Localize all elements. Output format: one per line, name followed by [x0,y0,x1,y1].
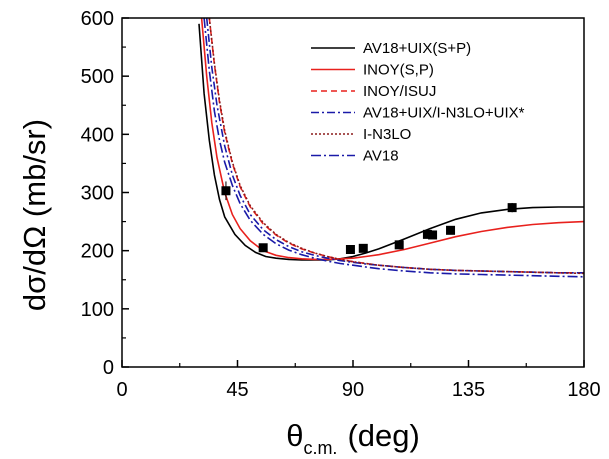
data-point-8 [507,203,517,213]
x-tick-label-4: 180 [567,379,600,401]
y-tick-label-0: 0 [103,357,114,379]
data-point-3 [358,243,368,253]
x-axis-title-subscript: c.m. [303,438,337,458]
x-axis-title-symbol: θ [286,418,303,453]
legend-label-4: I-N3LO [363,126,411,143]
y-tick-label-3: 300 [81,183,114,205]
y-tick-label-6: 600 [81,8,114,30]
data-point-5 [422,229,432,239]
data-point-2 [345,245,355,255]
y-tick-label-4: 400 [81,124,114,146]
data-point-0 [221,186,231,196]
y-tick-label-1: 100 [81,299,114,321]
series-line-5 [203,18,584,278]
y-axis: 0 100 200 300 400 500 600 [81,8,129,379]
plot-frame [121,17,585,368]
data-point-7 [446,225,456,235]
data-point-4 [394,240,404,250]
legend-label-5: AV18 [363,148,399,165]
legend-label-3: AV18+UIX/I-N3LO+UIX* [363,105,525,122]
legend-label-0: AV18+UIX(S+P) [363,40,471,57]
legend: AV18+UIX(S+P) INOY(S,P) INOY/ISUJ AV18+UIX/… [311,40,525,165]
x-axis: 0 45 90 135 180 [116,360,601,401]
y-tick-label-5: 500 [81,66,114,88]
x-tick-label-0: 0 [116,379,127,401]
data-point-6 [428,230,438,240]
series-line-4 [208,18,584,275]
legend-label-1: INOY(S,P) [363,62,434,79]
x-axis-title: θc.m. (deg) [286,418,420,458]
x-axis-title-unit: (deg) [347,418,419,453]
x-tick-label-3: 135 [452,379,485,401]
x-tick-label-1: 45 [226,379,248,401]
y-tick-label-2: 200 [81,241,114,263]
data-points-layer [221,181,517,255]
legend-label-2: INOY/ISUJ [363,83,436,100]
data-point-1 [258,243,268,253]
series-line-3 [205,18,584,274]
y-axis-title: dσ/dΩ (mb/sr) [17,119,52,311]
x-tick-label-2: 90 [342,379,364,401]
